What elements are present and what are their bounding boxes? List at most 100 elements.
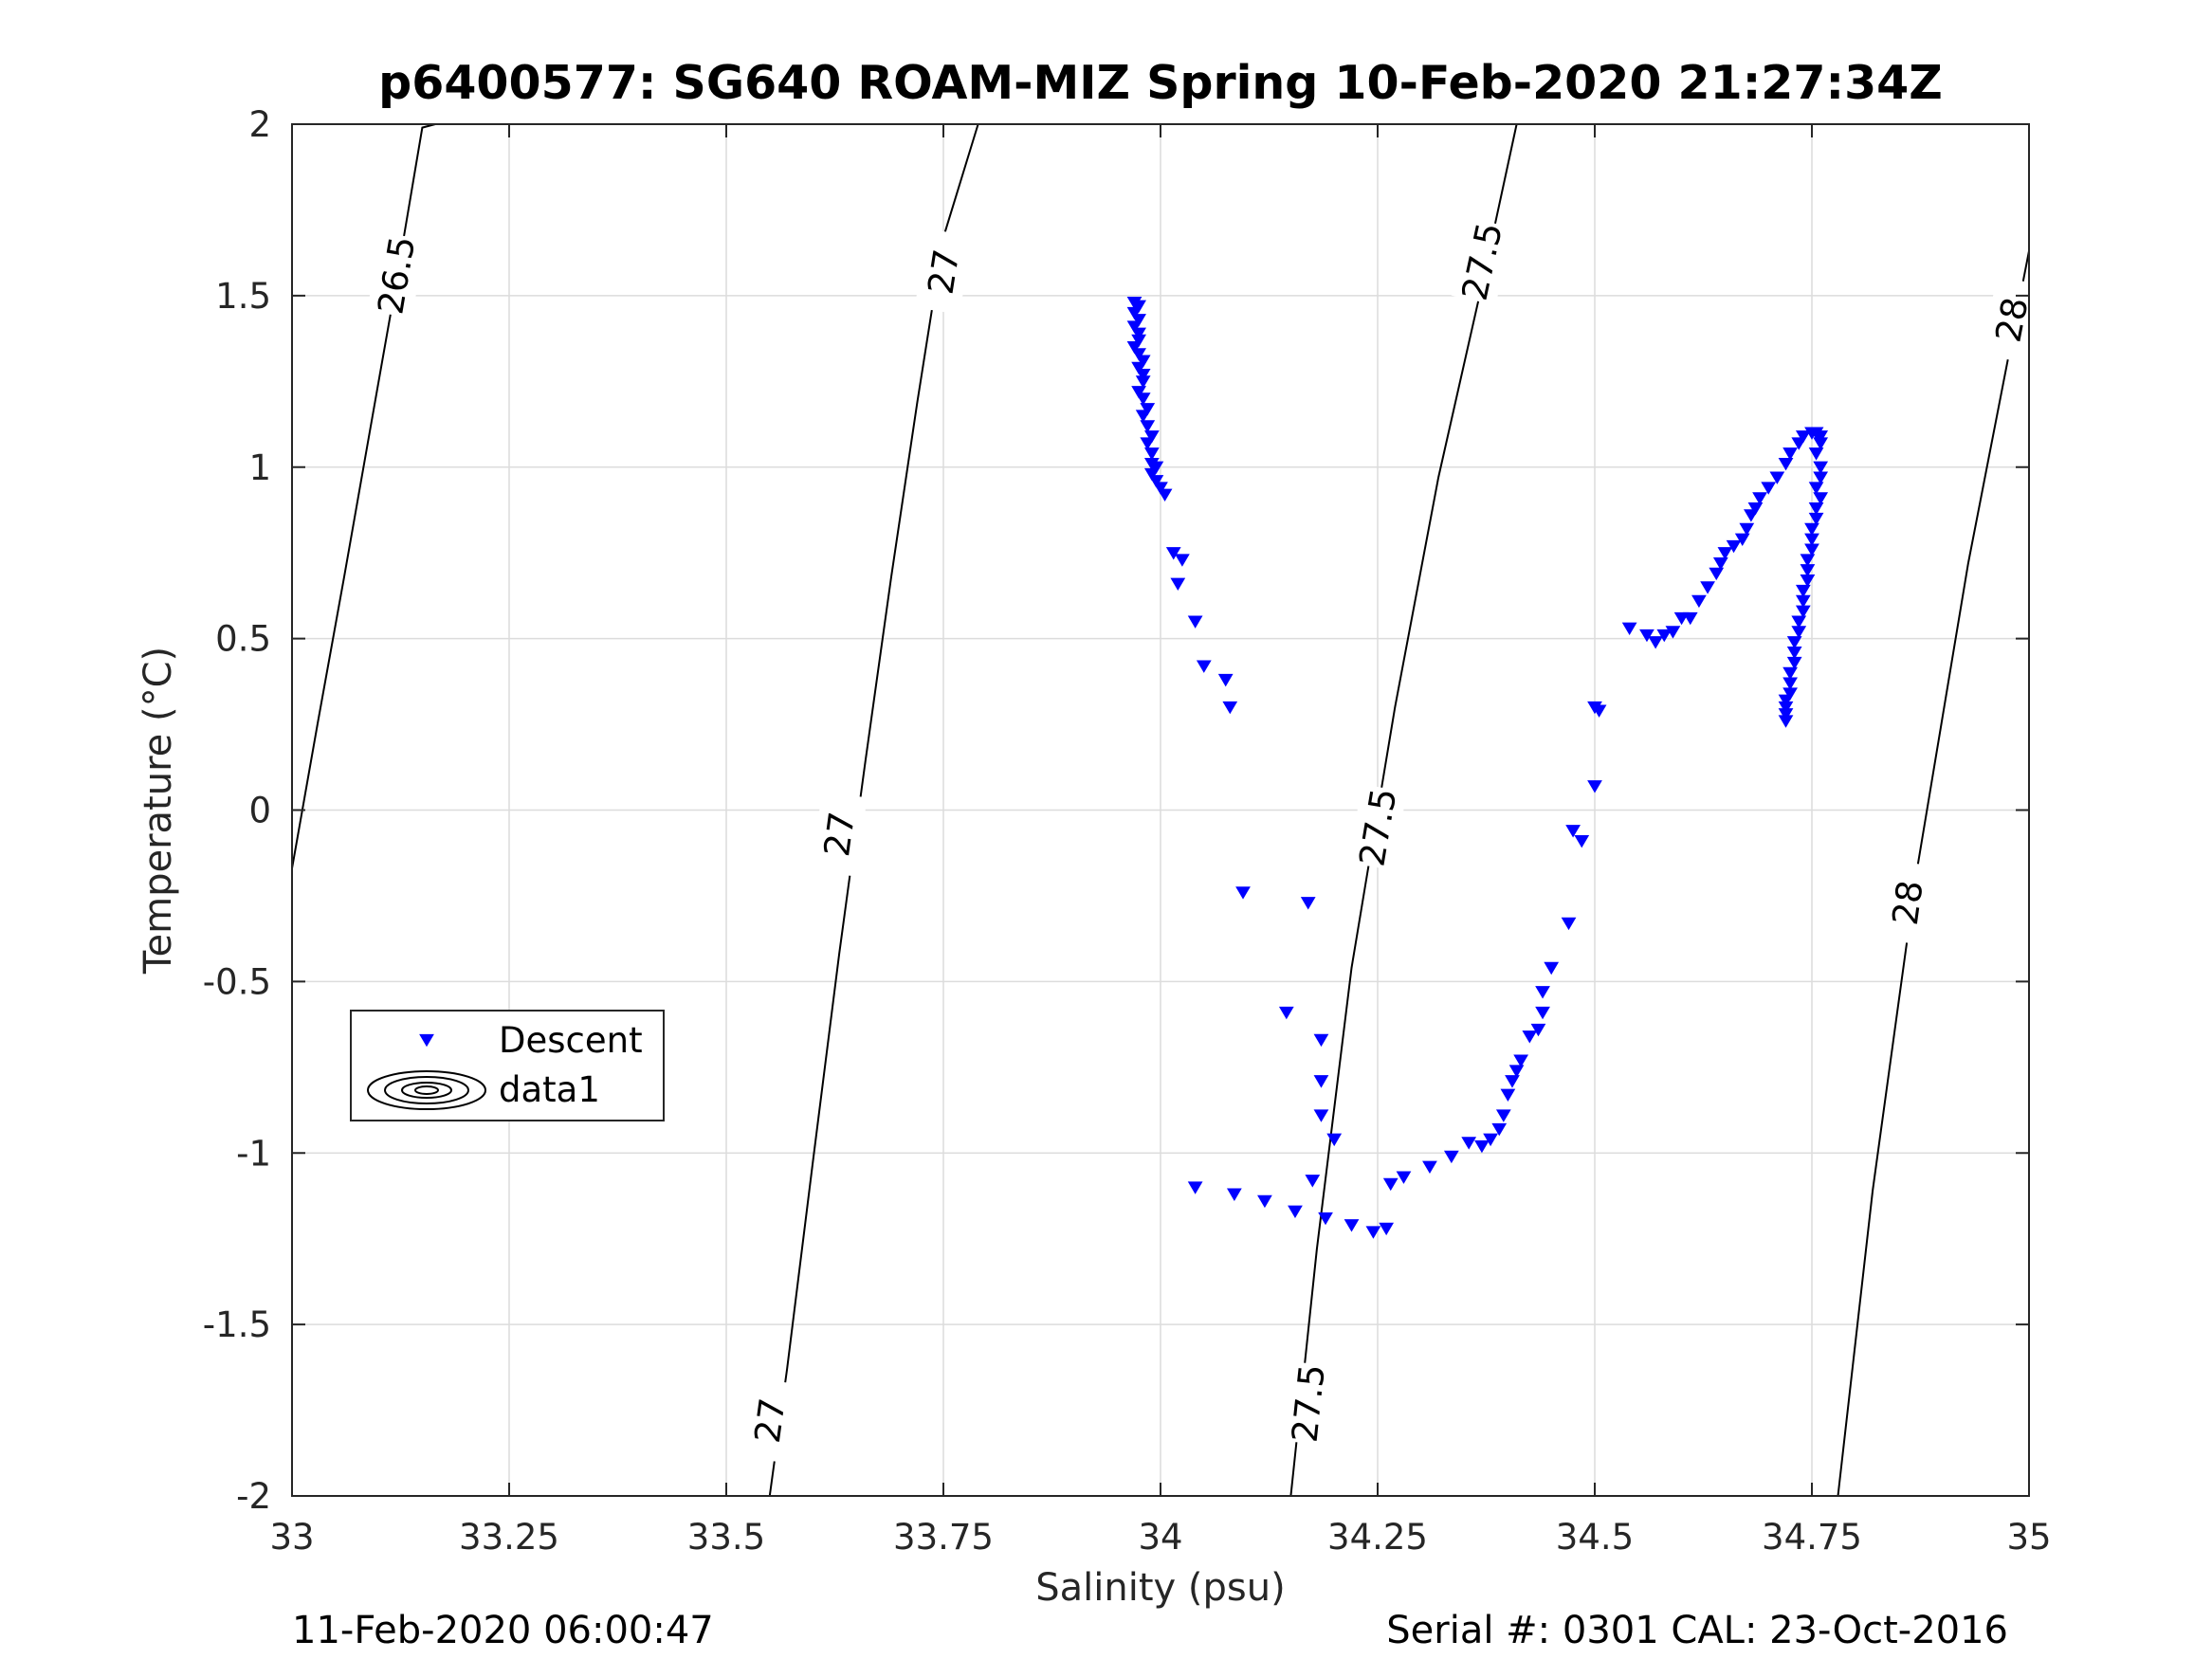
descent-point: [1587, 780, 1602, 793]
descent-point: [1535, 986, 1550, 999]
descent-point: [1530, 1023, 1546, 1037]
descent-point: [1313, 1109, 1329, 1122]
contour-label: 27: [921, 246, 968, 297]
y-tick-label: 0.5: [215, 619, 271, 660]
descent-point: [1344, 1219, 1360, 1232]
descent-point: [1786, 646, 1802, 660]
descent-point: [1443, 1150, 1459, 1164]
descent-point: [1305, 1175, 1321, 1188]
descent-point: [1126, 320, 1143, 334]
legend-label-data1: data1: [499, 1069, 600, 1110]
descent-point: [1565, 825, 1581, 838]
contour-label-background: [1982, 276, 2042, 364]
descent-point: [1126, 306, 1143, 320]
descent-point: [1747, 502, 1764, 516]
descent-point: [1382, 1177, 1398, 1192]
descent-point: [1483, 1133, 1498, 1147]
descent-point: [1143, 447, 1160, 461]
x-tick-label: 35: [2006, 1517, 2051, 1558]
descent-point: [1587, 701, 1602, 715]
descent-point: [1135, 368, 1151, 382]
legend-descent-marker: [419, 1033, 434, 1048]
contour-label: 27.5: [1285, 1362, 1333, 1444]
footer-timestamp: 11-Feb-2020 06:00:47: [292, 1609, 714, 1652]
x-tick-label: 33.5: [687, 1517, 765, 1558]
descent-point: [1808, 502, 1824, 516]
x-tick-label: 34.75: [1762, 1517, 1862, 1558]
contour-label-background: [367, 231, 426, 319]
descent-point: [1505, 1075, 1520, 1088]
legend-box: [350, 1010, 665, 1121]
descent-point: [1379, 1222, 1395, 1236]
descent-point: [1665, 626, 1681, 639]
descent-point: [1795, 605, 1811, 618]
descent-point: [1769, 471, 1785, 484]
descent-point: [1513, 1054, 1529, 1067]
descent-point: [1804, 533, 1819, 547]
descent-point: [1800, 564, 1816, 577]
descent-point: [1140, 403, 1156, 416]
descent-points: [1126, 297, 1829, 1239]
descent-point: [1313, 1075, 1329, 1088]
descent-point: [1522, 1030, 1538, 1044]
descent-point: [1800, 574, 1816, 588]
descent-point: [1639, 629, 1654, 643]
descent-point: [1778, 701, 1794, 715]
descent-point: [1135, 355, 1151, 368]
contour-label-background: [1879, 860, 1936, 946]
descent-point: [1808, 482, 1824, 495]
descent-point: [1508, 1065, 1525, 1078]
x-tick-label: 34: [1138, 1517, 1182, 1558]
descent-point: [1804, 543, 1819, 556]
x-tick-label: 34.5: [1556, 1517, 1634, 1558]
descent-point: [1535, 1006, 1550, 1020]
descent-point: [1196, 660, 1212, 673]
contour-line-26-5: [291, 123, 436, 869]
descent-point: [1257, 1194, 1272, 1209]
legend: Descent data1: [350, 1010, 665, 1121]
contour-label-background: [741, 1377, 798, 1464]
descent-point: [1217, 673, 1234, 687]
descent-point: [1140, 420, 1156, 433]
descent-point: [1153, 482, 1168, 495]
x-tick-label: 33: [269, 1517, 314, 1558]
descent-point: [1800, 554, 1816, 567]
descent-point: [1782, 677, 1798, 690]
descent-point: [1131, 386, 1146, 399]
descent-point: [1170, 577, 1186, 592]
descent-point: [1313, 1033, 1329, 1048]
contour-label-background: [914, 228, 973, 315]
descent-point: [1318, 1212, 1333, 1226]
chart-title: p6400577: SG640 ROAM-MIZ Spring 10-Feb-2…: [378, 56, 1943, 110]
descent-point: [1544, 961, 1560, 975]
contour-label-background: [1451, 217, 1513, 305]
legend-contour-ring: [401, 1082, 452, 1099]
y-tick-label: 1.5: [215, 276, 271, 317]
x-tick-label: 33.75: [893, 1517, 994, 1558]
descent-point: [1422, 1160, 1437, 1175]
contour-label: 27: [747, 1395, 794, 1445]
descent-point: [1461, 1137, 1477, 1150]
descent-point: [1734, 533, 1750, 547]
x-tick-label: 33.25: [459, 1517, 559, 1558]
descent-point: [1131, 314, 1146, 327]
descent-point: [1135, 375, 1151, 389]
descent-point: [1396, 1171, 1412, 1184]
contour-label-background: [1348, 784, 1407, 870]
descent-point: [1500, 1088, 1516, 1103]
contour-label: 27: [816, 810, 863, 859]
legend-contour-ring: [384, 1076, 469, 1104]
descent-point: [1786, 636, 1802, 649]
descent-point: [1700, 581, 1715, 594]
descent-point: [1495, 1109, 1511, 1122]
descent-point: [1782, 666, 1798, 681]
y-tick-label: -0.5: [203, 961, 271, 1002]
descent-point: [1808, 512, 1824, 526]
descent-point: [1778, 708, 1794, 721]
descent-point: [1187, 1181, 1203, 1194]
descent-point: [1761, 482, 1777, 495]
descent-point: [1786, 656, 1802, 670]
